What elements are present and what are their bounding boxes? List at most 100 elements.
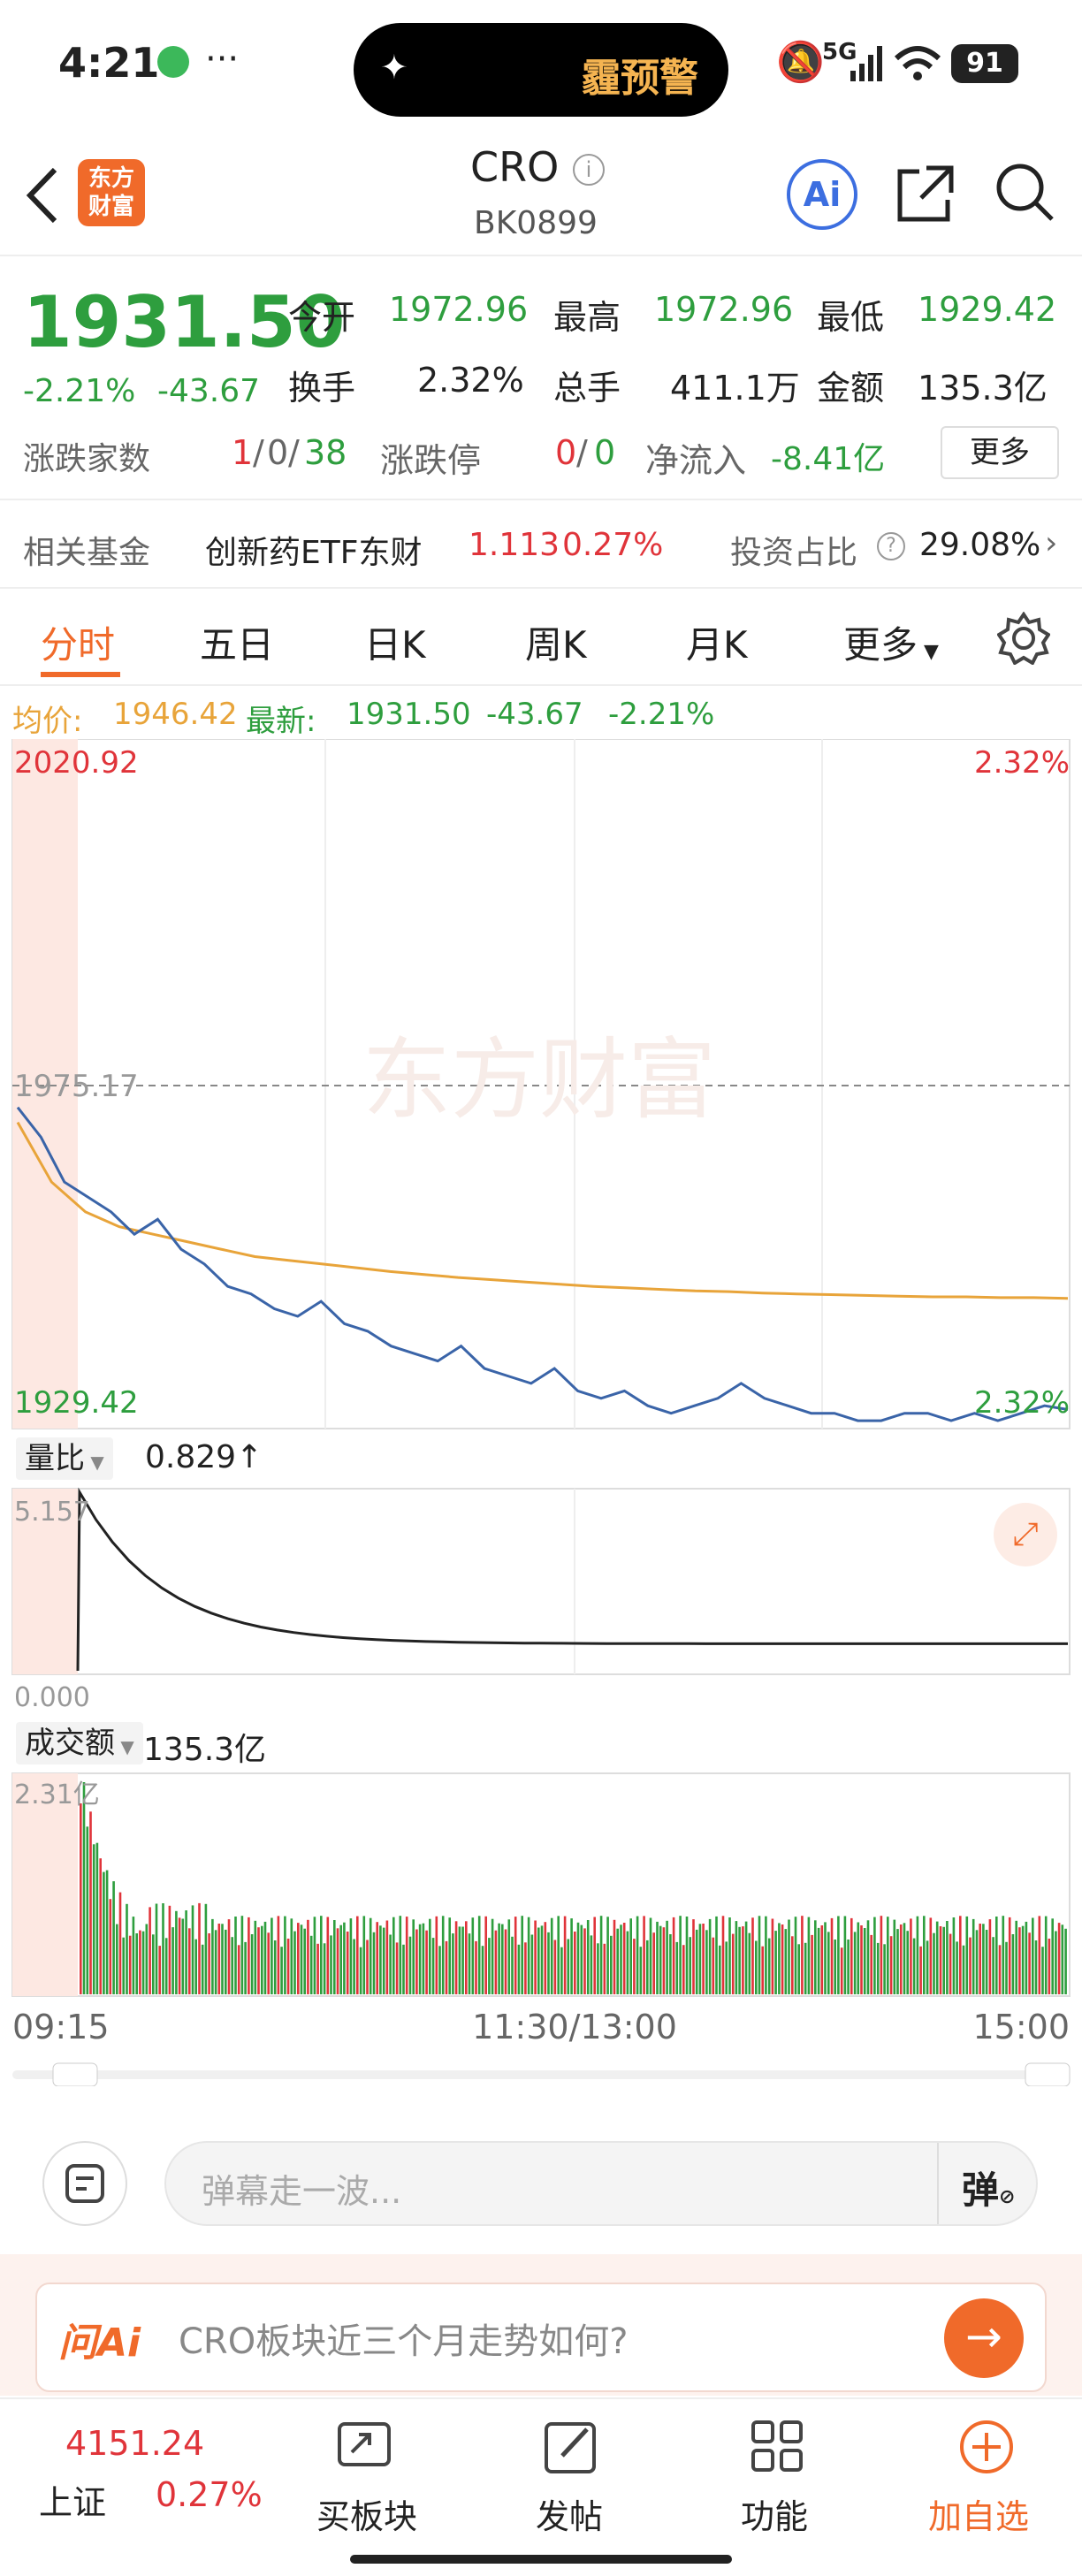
- functions-button[interactable]: 功能: [728, 2399, 826, 2558]
- price-line: [16, 1106, 1069, 1422]
- volume-bar: [883, 1944, 886, 1994]
- tab-weekly-k-label: 周K: [525, 623, 587, 667]
- help-icon[interactable]: ?: [877, 532, 905, 560]
- volume-bar: [639, 1947, 643, 1994]
- caret-down-icon: ▼: [115, 1736, 134, 1757]
- volume-bar: [853, 1932, 857, 1994]
- fund-name[interactable]: 创新药ETF东财: [205, 535, 423, 571]
- haze-icon: ✦: [380, 48, 408, 87]
- security-code: BK0899: [474, 205, 598, 241]
- share-icon[interactable]: [895, 163, 956, 225]
- volume-bar: [498, 1923, 500, 1994]
- volume-bar: [402, 1944, 405, 1994]
- ratio-selector[interactable]: 量比 ▼: [16, 1437, 113, 1480]
- volume-bar: [622, 1923, 626, 1994]
- volume-bar: [774, 1931, 777, 1994]
- low-label: 最低: [817, 298, 885, 337]
- intraday-chart-area[interactable]: 东方财富 2020.92 2.32% 1975.17 1929.42 2.32%…: [0, 739, 1082, 2086]
- volume-bar: [254, 1920, 257, 1994]
- volume-bar: [504, 1929, 507, 1994]
- add-watchlist-button[interactable]: 加自选: [919, 2399, 1052, 2558]
- volume-bar: [758, 1916, 761, 1994]
- volume-bar: [267, 1932, 270, 1994]
- tab-monthly-k[interactable]: 月K: [686, 615, 748, 669]
- volume-bar: [164, 1938, 168, 1994]
- volume-bar: [155, 1903, 158, 1994]
- ask-ai-card[interactable]: 问Ai CRO板块近三个月走势如何? →: [35, 2283, 1047, 2392]
- volume-bar: [309, 1935, 313, 1994]
- volume-bar: [1034, 1940, 1038, 1994]
- volume-bar: [468, 1933, 471, 1994]
- app-logo[interactable]: 东方 财富: [78, 159, 145, 226]
- volume-bar: [1005, 1941, 1008, 1994]
- scroll-handle-left[interactable]: [52, 2062, 98, 2086]
- fund-pct: 0.27%: [562, 527, 664, 563]
- turnover-value: 2.32%: [417, 361, 524, 400]
- danmu-list-button[interactable]: [42, 2141, 127, 2226]
- x-label-start: 09:15: [12, 2008, 110, 2046]
- scroll-handle-right[interactable]: [1025, 2062, 1071, 2086]
- volume-bar: [435, 1916, 438, 1994]
- volume-bar: [702, 1924, 705, 1994]
- info-icon[interactable]: i: [573, 154, 605, 186]
- danmu-toggle[interactable]: 弹⊘: [962, 2161, 1015, 2214]
- more-button[interactable]: 更多: [941, 426, 1059, 479]
- volume-selector[interactable]: 成交额 ▼: [16, 1722, 143, 1764]
- related-fund-row[interactable]: 相关基金 创新药ETF东财 1.113 0.27% 投资占比 ? 29.08% …: [0, 500, 1082, 589]
- volume-bar: [820, 1925, 824, 1994]
- volume-bar: [755, 1940, 758, 1994]
- tab-5day[interactable]: 五日: [200, 615, 274, 669]
- tab-intraday[interactable]: 分时: [41, 615, 115, 669]
- battery-icon: 91: [951, 44, 1018, 83]
- volume-bar: [1055, 1931, 1057, 1994]
- danmu-input[interactable]: 弹幕走一波... 弹⊘: [164, 2141, 1038, 2226]
- chevron-right-icon[interactable]: ›: [1045, 525, 1058, 561]
- index-ticker[interactable]: 4151.24 上证 0.27%: [0, 2399, 274, 2576]
- volume-bar: [597, 1943, 599, 1994]
- volume-bar: [794, 1917, 797, 1994]
- volume-bar: [248, 1917, 250, 1994]
- status-bar: 4:21 ··· ✦ 霾预警 🔕 5G 91: [0, 0, 1082, 133]
- volume-bar: [527, 1917, 530, 1994]
- volume-bar: [408, 1936, 412, 1994]
- search-icon[interactable]: [994, 161, 1057, 225]
- ratio-panel-frame: [11, 1488, 1071, 1675]
- axis-bottom-pct: 2.32%: [974, 1385, 1070, 1421]
- logo-line-1: 东方: [88, 165, 134, 192]
- ask-ai-submit-arrow-icon[interactable]: →: [944, 2298, 1024, 2378]
- axis-top-pct: 2.32%: [974, 745, 1070, 781]
- mute-icon: 🔕: [776, 40, 825, 85]
- volume-bar: [715, 1916, 718, 1994]
- volume-bar: [540, 1925, 544, 1994]
- expand-icon[interactable]: ⤢: [994, 1503, 1057, 1566]
- volume-bar: [217, 1924, 221, 1994]
- updown-label: 涨跌家数: [23, 441, 151, 477]
- high-label: 最高: [553, 298, 621, 337]
- ask-ai-question: CRO板块近三个月走势如何?: [179, 2321, 629, 2362]
- volume-bar: [959, 1916, 962, 1994]
- buy-sector-button[interactable]: 买板块: [309, 2399, 424, 2558]
- ai-button[interactable]: Ai: [787, 159, 857, 230]
- volume-bar: [814, 1920, 817, 1994]
- tab-daily-k[interactable]: 日K: [364, 615, 426, 669]
- sep-2: /: [288, 433, 300, 472]
- danmu-list-icon: [65, 2164, 104, 2203]
- sep-3: /: [576, 433, 588, 472]
- volume-bar: [666, 1920, 668, 1994]
- back-icon[interactable]: [23, 164, 62, 226]
- volume-bar: [992, 1937, 994, 1994]
- tab-more[interactable]: 更多 ▼: [843, 615, 939, 669]
- chart-scrollbar-track[interactable]: [12, 2070, 1070, 2079]
- volume-bar: [112, 1881, 115, 1994]
- post-button[interactable]: 发帖: [522, 2399, 619, 2558]
- danmu-toggle-label: 弹: [962, 2168, 1000, 2212]
- dynamic-island[interactable]: ✦ 霾预警: [354, 23, 728, 117]
- intraday-chart-svg[interactable]: 东方财富 2020.92 2.32% 1975.17 1929.42 2.32%…: [0, 739, 1082, 2086]
- volume-bar: [887, 1917, 889, 1994]
- volume-bar: [705, 1930, 708, 1994]
- tab-weekly-k[interactable]: 周K: [525, 615, 587, 669]
- volume-bar: [376, 1922, 378, 1994]
- home-indicator: [350, 2555, 732, 2564]
- volume-bar: [122, 1937, 125, 1994]
- settings-gear-icon[interactable]: [997, 612, 1050, 665]
